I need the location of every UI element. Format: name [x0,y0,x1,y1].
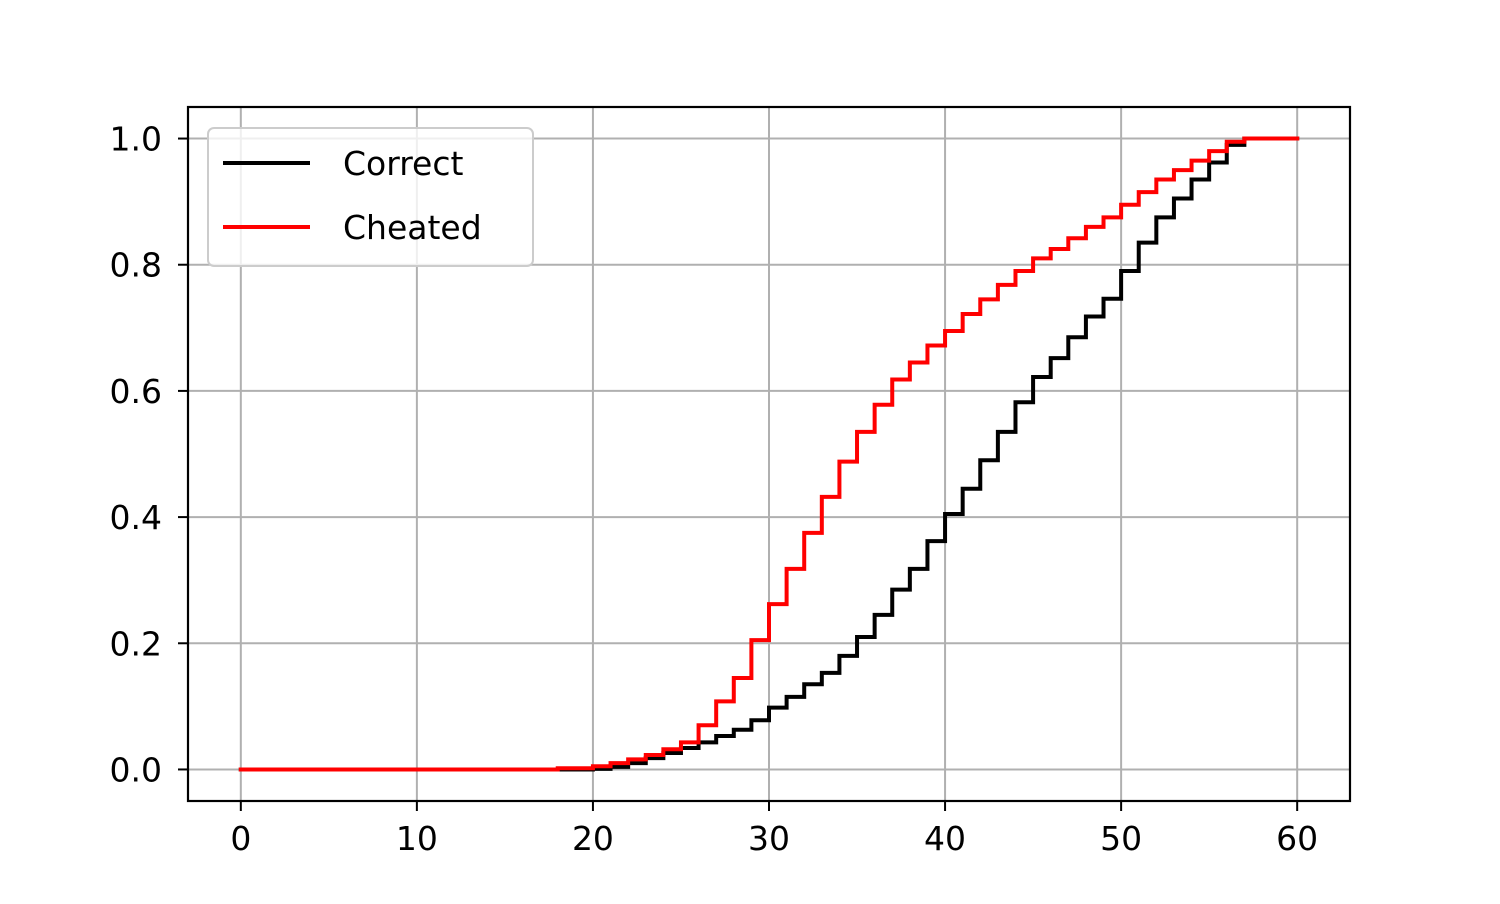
legend-label-cheated: Cheated [343,208,482,247]
x-tick-label: 30 [748,819,790,858]
x-tick-label: 60 [1276,819,1318,858]
x-tick-label: 40 [924,819,966,858]
y-tick-label: 0.6 [110,372,162,411]
series-line-cheated [238,136,1300,772]
y-tick-label: 0.2 [110,624,162,663]
y-tick-label: 0.0 [110,750,162,789]
y-tick-label: 1.0 [110,120,162,159]
series-lines [238,136,1300,772]
x-tick-label: 20 [572,819,614,858]
x-tick-label: 0 [230,819,251,858]
legend: Correct Cheated [207,127,534,267]
x-tick-label: 10 [396,819,438,858]
y-tick-label: 0.8 [110,246,162,285]
y-tick-label: 0.4 [110,498,162,537]
x-tick-label: 50 [1100,819,1142,858]
legend-label-correct: Correct [343,144,464,183]
axis-ticks: 0 10 20 30 40 50 60 0.0 0.2 0.4 0.6 0.8 1.0 [110,120,1319,858]
